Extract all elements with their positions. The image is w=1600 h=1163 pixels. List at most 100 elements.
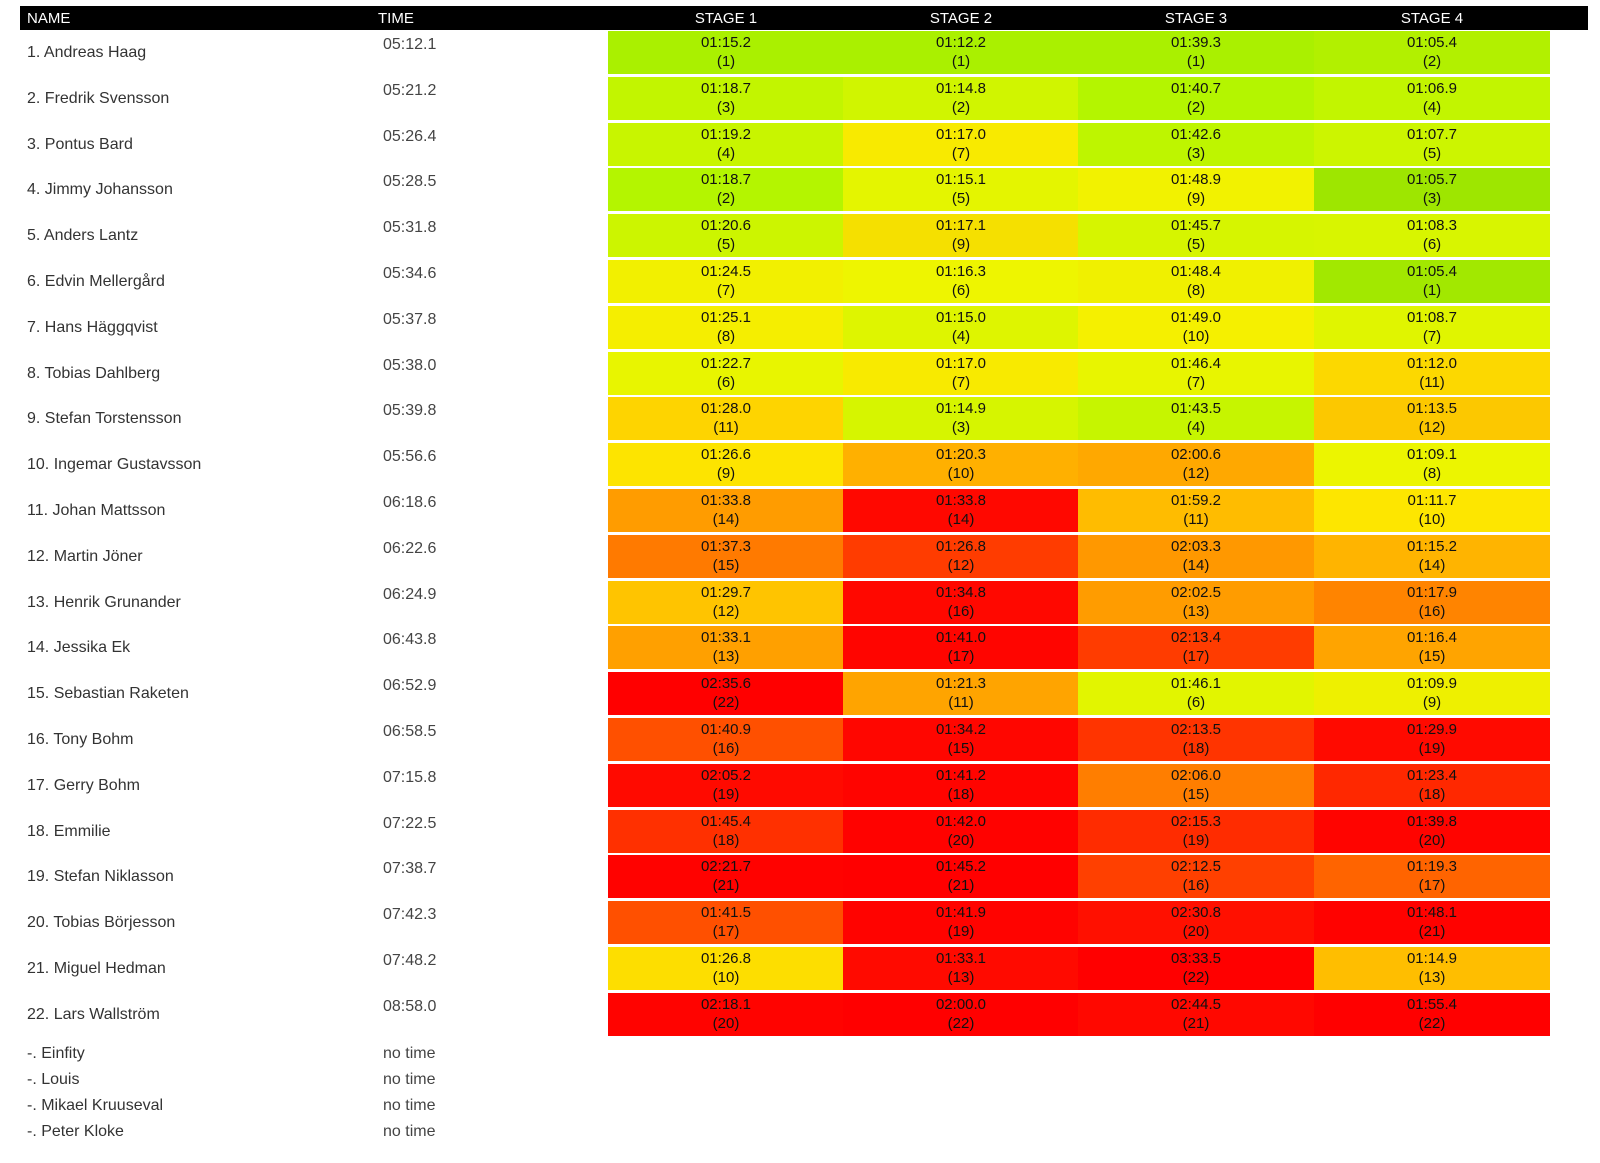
racer-name: -. Einfity bbox=[27, 1044, 85, 1062]
stage-4-cell: 01:48.1 (21) bbox=[1314, 901, 1550, 945]
stage-time: 01:33.1 bbox=[700, 629, 752, 647]
stage-time: 01:49.0 bbox=[1170, 308, 1222, 326]
stage-1-cell: 01:18.7 (2) bbox=[608, 168, 844, 212]
stage-rank: (19) bbox=[1182, 831, 1210, 849]
stage-1-cell: 01:22.7 (6) bbox=[608, 351, 844, 395]
total-time: 07:48.2 bbox=[383, 952, 437, 969]
stage-rank: (12) bbox=[712, 602, 740, 620]
stage-2-cell: 01:34.8 (16) bbox=[843, 580, 1079, 624]
stage-4-cell: 01:11.7 (10) bbox=[1314, 489, 1550, 532]
total-time: 06:58.5 bbox=[383, 723, 437, 740]
stage-rank: (2) bbox=[951, 98, 971, 116]
stage-4-cell: 01:05.4 (1) bbox=[1314, 260, 1550, 303]
racer-name: 2. Fredrik Svensson bbox=[27, 89, 170, 107]
stage-1-cell: 01:37.3 (15) bbox=[608, 534, 844, 578]
table-row: 7. Hans Häggqvist 05:37.8 01:25.1 (8) 01:15.… bbox=[20, 305, 1600, 350]
total-time: 06:43.8 bbox=[383, 631, 437, 649]
stage-2-cell: 01:34.2 (15) bbox=[843, 718, 1079, 761]
stage-time: 01:41.9 bbox=[935, 904, 987, 922]
stage-rank: (20) bbox=[712, 1014, 740, 1032]
stage-time: 01:05.4 bbox=[1406, 34, 1458, 51]
stage-time: 01:33.8 bbox=[935, 492, 987, 509]
stage-time: 01:08.7 bbox=[1406, 308, 1458, 326]
stage-rank: (12) bbox=[947, 556, 975, 574]
stage-3-cell: 01:49.0 (10) bbox=[1078, 305, 1314, 349]
stage-rank: (6) bbox=[951, 282, 971, 299]
table-row: 10. Ingemar Gustavsson 05:56.6 01:26.6 (9) 0… bbox=[20, 442, 1600, 487]
stage-3-cell: 01:48.4 (8) bbox=[1078, 260, 1314, 303]
stage-time: 01:12.0 bbox=[1406, 354, 1458, 372]
stage-rank: (18) bbox=[1418, 785, 1446, 803]
stage-time: 01:48.4 bbox=[1170, 263, 1222, 280]
stage-time: 02:00.6 bbox=[1170, 446, 1222, 464]
stage-4-cell: 01:55.4 (22) bbox=[1314, 992, 1550, 1036]
stage-3-cell: 01:46.4 (7) bbox=[1078, 351, 1314, 395]
total-time: 07:42.3 bbox=[383, 906, 437, 924]
stage-time: 02:15.3 bbox=[1170, 812, 1222, 830]
stage-time: 01:33.1 bbox=[935, 950, 987, 967]
stage-time: 01:39.8 bbox=[1406, 812, 1458, 830]
stage-time: 01:18.7 bbox=[700, 79, 752, 97]
stage-time: 01:45.4 bbox=[700, 812, 752, 830]
racer-name: 16. Tony Bohm bbox=[27, 731, 134, 748]
stage-rank: (22) bbox=[1182, 969, 1210, 986]
stage-rank: (3) bbox=[1422, 190, 1442, 208]
stage-time: 01:15.0 bbox=[935, 308, 987, 326]
stage-time: 02:30.8 bbox=[1170, 904, 1222, 922]
stage-1-cell: 01:25.1 (8) bbox=[608, 305, 844, 349]
racer-name: 18. Emmilie bbox=[27, 822, 111, 840]
stage-rank: (16) bbox=[1418, 602, 1446, 620]
table-row: 16. Tony Bohm 06:58.5 01:40.9 (16) 01:34.2 (1… bbox=[20, 717, 1600, 762]
stage-3-cell: 02:02.5 (13) bbox=[1078, 580, 1314, 624]
stage-1-cell: 01:40.9 (16) bbox=[608, 718, 844, 761]
stage-time: 01:14.9 bbox=[1406, 950, 1458, 967]
racer-name: 4. Jimmy Johansson bbox=[27, 181, 173, 199]
stage-rank: (14) bbox=[1182, 556, 1210, 574]
table-row: 17. Gerry Bohm 07:15.8 02:05.2 (19) 01:41.2(… bbox=[20, 763, 1600, 808]
stage-3-cell: 02:13.4 (17) bbox=[1078, 626, 1314, 670]
stage-1-cell: 02:35.6 (22) bbox=[608, 672, 844, 716]
racer-name: 5. Anders Lantz bbox=[27, 227, 139, 245]
total-time: 05:39.8 bbox=[383, 402, 437, 420]
header-stage-1: STAGE 1 bbox=[694, 10, 758, 27]
stage-3-cell: 02:12.5 (16) bbox=[1078, 855, 1314, 899]
stage-rank: (7) bbox=[951, 144, 971, 162]
total-time: 07:15.8 bbox=[383, 768, 437, 786]
table-row: 22. Lars Wallström 08:58.0 02:18.1 (20) 02:0… bbox=[20, 992, 1600, 1037]
table-row: 1. Andreas Haag 05:12.1 01:15.2 (1) 01:12.2 (… bbox=[20, 30, 1600, 75]
stage-3-cell: 02:30.8 (20) bbox=[1078, 901, 1314, 945]
stage-3-cell: 02:03.3 (14) bbox=[1078, 534, 1314, 578]
stage-2-cell: 01:20.3 (10) bbox=[843, 443, 1079, 487]
total-time: 07:38.7 bbox=[383, 860, 437, 878]
stage-time: 01:28.0 bbox=[700, 400, 752, 418]
stage-2-cell: 01:33.8 (14) bbox=[843, 489, 1079, 532]
stage-3-cell: 01:39.3 (1) bbox=[1078, 31, 1314, 74]
table-row: 2. Fredrik Svensson 05:21.2 01:18.7 (3) 01:1… bbox=[20, 76, 1600, 121]
total-time: 05:12.1 bbox=[383, 36, 437, 53]
stage-time: 01:06.9 bbox=[1406, 79, 1458, 97]
table-row: 14. Jessika Ek 06:43.8 01:33.1 (13) 01:41.0(… bbox=[20, 625, 1600, 670]
stage-rank: (17) bbox=[947, 648, 975, 666]
stage-3-cell: 02:00.6 (12) bbox=[1078, 443, 1314, 487]
stage-time: 01:21.3 bbox=[935, 675, 987, 693]
stage-1-cell: 02:18.1 (20) bbox=[608, 992, 844, 1036]
stage-1-cell: 01:29.7 (12) bbox=[608, 580, 844, 624]
stage-4-cell: 01:08.7 (7) bbox=[1314, 305, 1550, 349]
stage-time: 01:34.8 bbox=[935, 583, 987, 601]
racer-name: 12. Martin Jöner bbox=[27, 547, 143, 565]
stage-2-cell: 01:12.2 (1) bbox=[843, 31, 1079, 74]
stage-time: 01:16.3 bbox=[935, 263, 987, 280]
stage-rank: (6) bbox=[1422, 236, 1442, 254]
stage-2-cell: 01:26.8 (12) bbox=[843, 534, 1079, 578]
total-time: no time bbox=[383, 1070, 436, 1088]
stage-rank: (22) bbox=[947, 1014, 975, 1032]
stage-time: 01:05.7 bbox=[1406, 171, 1458, 189]
stage-time: 01:37.3 bbox=[700, 537, 752, 555]
stage-3-cell: 02:06.0 (15) bbox=[1078, 763, 1314, 807]
stage-rank: (20) bbox=[947, 831, 975, 849]
stage-4-cell: 01:09.1 (8) bbox=[1314, 443, 1550, 487]
stage-time: 01:13.5 bbox=[1406, 400, 1458, 418]
stage-4-cell: 01:14.9 (13) bbox=[1314, 947, 1550, 990]
stage-rank: (18) bbox=[712, 831, 740, 849]
stage-rank: (15) bbox=[1182, 785, 1210, 803]
